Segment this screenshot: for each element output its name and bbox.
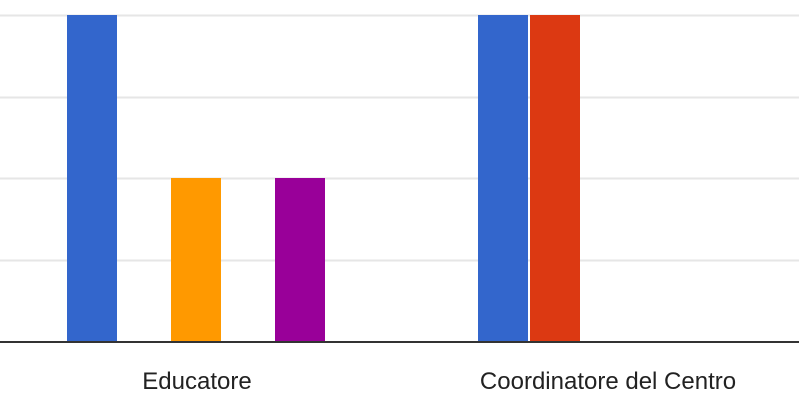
category-labels: Educatore Coordinatore del Centro bbox=[142, 368, 736, 395]
bar-2-series-1 bbox=[478, 15, 528, 341]
bar-1-series-3 bbox=[171, 178, 221, 341]
category-label-educatore: Educatore bbox=[142, 368, 251, 395]
gridlines bbox=[0, 14, 799, 262]
bar-2-series-2 bbox=[530, 15, 580, 341]
category-label-coordinatore-del-centro: Coordinatore del Centro bbox=[480, 368, 736, 395]
bar-1-series-1 bbox=[67, 15, 117, 341]
bars bbox=[67, 15, 580, 341]
bar-1-series-5 bbox=[275, 178, 325, 341]
